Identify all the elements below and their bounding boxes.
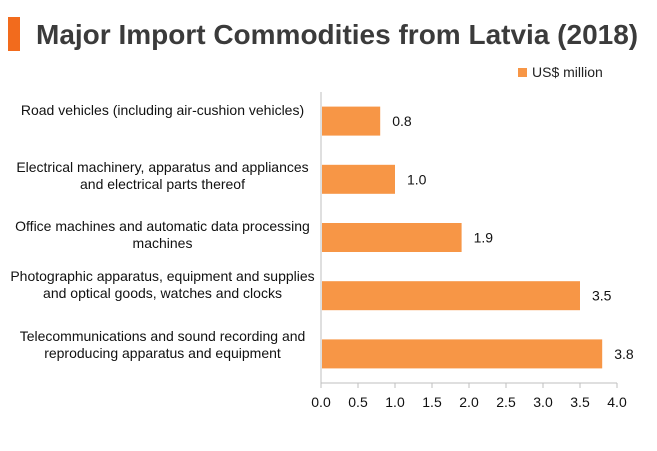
x-tick-label: 2.5 [496,394,516,410]
category-label-office-machines: Office machines and automatic data proce… [15,218,310,251]
legend: US$ million [518,64,603,80]
data-label: 1.0 [407,171,427,187]
category-label-road-vehicles: Road vehicles (including air-cushion veh… [20,102,305,118]
bar [322,106,381,136]
bar [322,281,580,311]
x-tick-label: 1.5 [422,394,442,410]
x-tick-label: 3.0 [533,394,553,410]
data-label: 0.8 [392,113,412,129]
x-tick-label: 2.0 [459,394,479,410]
x-tick-label: 1.0 [385,394,405,410]
category-label-photographic-apparatus: Photographic apparatus, equipment and su… [10,268,315,301]
legend-swatch [518,67,527,77]
x-tick-label: 3.5 [570,394,590,410]
legend-label: US$ million [532,64,603,80]
bar [322,164,395,194]
bar [322,339,603,369]
data-label: 3.8 [614,346,634,362]
category-label-electrical-machinery: Electrical machinery, apparatus and appl… [16,159,309,192]
x-tick-label: 4.0 [607,394,627,410]
x-tick-label: 0.5 [348,394,368,410]
data-label: 1.9 [474,230,494,246]
category-label-telecommunications: Telecommunications and sound recording a… [19,328,306,361]
title-accent-bar [8,17,20,51]
x-tick-label: 0.0 [311,394,331,410]
data-label: 3.5 [592,288,612,304]
chart-title: Major Import Commodities from Latvia (20… [36,19,639,50]
bar [322,223,462,252]
